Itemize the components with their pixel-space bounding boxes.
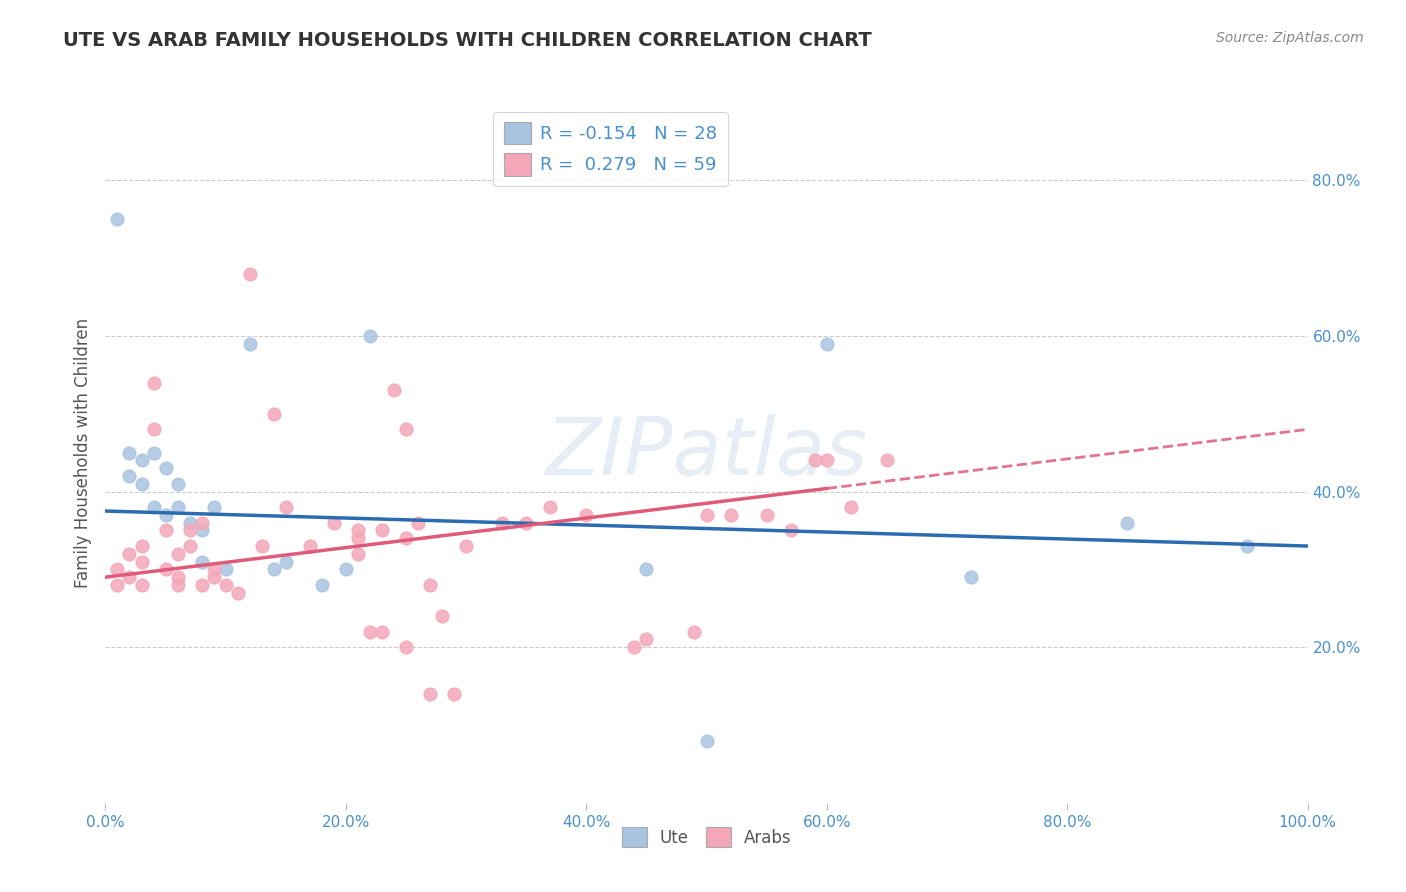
Point xyxy=(202,500,225,515)
Point xyxy=(142,446,165,460)
Point xyxy=(371,524,394,538)
Point xyxy=(166,476,188,491)
Point xyxy=(395,531,418,545)
Point xyxy=(142,376,165,390)
Point xyxy=(155,524,177,538)
Point xyxy=(166,500,188,515)
Point xyxy=(214,578,236,592)
Point xyxy=(347,547,370,561)
Point xyxy=(239,336,262,351)
Point xyxy=(419,687,441,701)
Point xyxy=(263,562,285,576)
Point xyxy=(347,531,370,545)
Point xyxy=(190,578,212,592)
Point xyxy=(430,609,453,624)
Point xyxy=(131,539,153,553)
Point xyxy=(131,453,153,467)
Point xyxy=(491,516,513,530)
Point xyxy=(214,562,236,576)
Text: UTE VS ARAB FAMILY HOUSEHOLDS WITH CHILDREN CORRELATION CHART: UTE VS ARAB FAMILY HOUSEHOLDS WITH CHILD… xyxy=(63,31,872,50)
Point xyxy=(623,640,645,655)
Point xyxy=(131,578,153,592)
Point xyxy=(166,570,188,584)
Point xyxy=(131,476,153,491)
Point xyxy=(815,336,838,351)
Point xyxy=(155,508,177,522)
Point xyxy=(515,516,537,530)
Point xyxy=(166,547,188,561)
Point xyxy=(118,469,141,483)
Point xyxy=(202,570,225,584)
Point xyxy=(696,733,718,747)
Point xyxy=(311,578,333,592)
Point xyxy=(538,500,561,515)
Point xyxy=(636,562,658,576)
Point xyxy=(1236,539,1258,553)
Point xyxy=(131,555,153,569)
Point xyxy=(755,508,778,522)
Point xyxy=(1116,516,1139,530)
Point xyxy=(190,555,212,569)
Point xyxy=(190,516,212,530)
Point xyxy=(118,547,141,561)
Legend: Ute, Arabs: Ute, Arabs xyxy=(614,821,799,854)
Point xyxy=(347,524,370,538)
Point xyxy=(382,384,405,398)
Point xyxy=(419,578,441,592)
Point xyxy=(118,446,141,460)
Point xyxy=(575,508,598,522)
Point xyxy=(118,570,141,584)
Point xyxy=(274,500,297,515)
Point xyxy=(239,267,262,281)
Point xyxy=(803,453,825,467)
Point xyxy=(779,524,801,538)
Point xyxy=(395,640,418,655)
Point xyxy=(960,570,983,584)
Y-axis label: Family Households with Children: Family Households with Children xyxy=(73,318,91,588)
Point xyxy=(179,539,201,553)
Point xyxy=(359,329,381,343)
Point xyxy=(107,212,129,227)
Point xyxy=(876,453,898,467)
Point xyxy=(696,508,718,522)
Point xyxy=(107,578,129,592)
Point xyxy=(179,516,201,530)
Point xyxy=(839,500,862,515)
Point xyxy=(250,539,273,553)
Point xyxy=(335,562,357,576)
Point xyxy=(443,687,465,701)
Point xyxy=(107,562,129,576)
Point xyxy=(166,578,188,592)
Point xyxy=(190,524,212,538)
Point xyxy=(720,508,742,522)
Point xyxy=(406,516,429,530)
Point xyxy=(395,422,418,436)
Point xyxy=(179,524,201,538)
Point xyxy=(371,624,394,639)
Text: ZIPatlas: ZIPatlas xyxy=(546,414,868,491)
Point xyxy=(226,585,249,599)
Text: Source: ZipAtlas.com: Source: ZipAtlas.com xyxy=(1216,31,1364,45)
Point xyxy=(155,461,177,475)
Point xyxy=(636,632,658,647)
Point xyxy=(263,407,285,421)
Point xyxy=(155,562,177,576)
Point xyxy=(298,539,321,553)
Point xyxy=(456,539,478,553)
Point xyxy=(142,422,165,436)
Point xyxy=(142,500,165,515)
Point xyxy=(815,453,838,467)
Point xyxy=(202,562,225,576)
Point xyxy=(683,624,706,639)
Point xyxy=(274,555,297,569)
Point xyxy=(322,516,344,530)
Point xyxy=(359,624,381,639)
